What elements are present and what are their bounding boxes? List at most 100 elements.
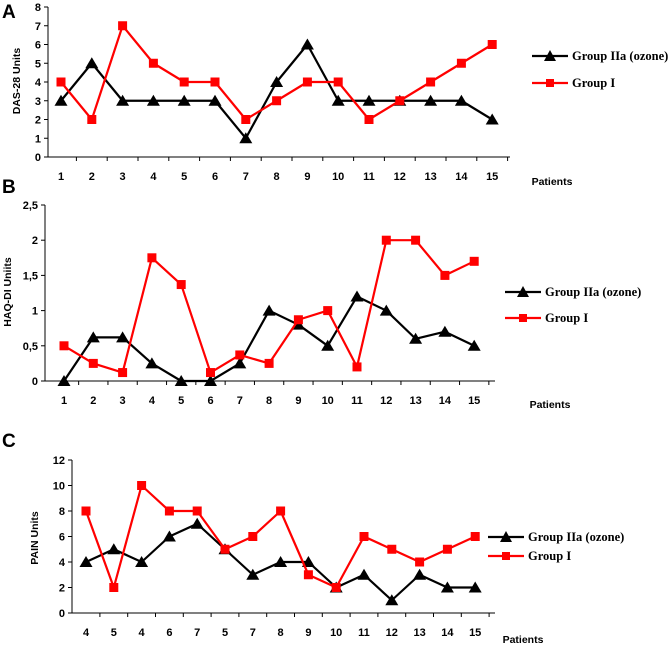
panel-a: A DAS-28 Units Patients Group IIa (ozone… [2, 2, 668, 188]
panel-b-plot: 00,511,522,51 2 3 4 5 6 7 8 9 10 11 12 13 14 15 [23, 200, 495, 407]
panel-c-legend-label-group1: Group I [528, 549, 571, 563]
panel-c-point-group1 [303, 570, 313, 580]
panel-b-y-tick-label: 0 [32, 376, 38, 388]
panel-a-point-ozone [300, 38, 314, 50]
panel-b-point-ozone [409, 332, 423, 344]
panel-a-x-tick-label: 8 [274, 171, 280, 183]
panel-c-point-group1 [109, 583, 119, 592]
panel-b-point-group1 [352, 362, 362, 372]
panel-a-x-tick-label: 7 [243, 171, 249, 183]
panel-c-point-ozone [107, 543, 121, 555]
panel-a-y-tick-label: 7 [35, 21, 41, 33]
panel-c-point-group1 [470, 532, 480, 541]
panel-b-y-tick-label: 2,5 [23, 200, 38, 212]
panel-b-x-tick-label: 1 [61, 395, 67, 407]
panel-a-point-ozone [116, 94, 130, 106]
panel-c-point-group1 [387, 544, 397, 554]
panel-a-legend-marker-ozone [544, 50, 556, 61]
panel-b-point-group1 [176, 280, 186, 290]
panel-a-x-tick-label: 10 [332, 171, 344, 183]
panel-c-point-ozone [190, 517, 204, 529]
panel-b-point-group1 [469, 256, 479, 266]
panel-c-plot: 0 2 4 6 8 10 12 4 5 4 6 7 5 7 8 9 10 11 12 13 14 15 [53, 455, 495, 639]
panel-c-x-tick-label: 11 [358, 627, 370, 639]
panel-a-legend-label-ozone: Group IIa (ozone) [572, 49, 668, 63]
panel-b-x-tick-label: 6 [207, 395, 213, 407]
panel-b-point-group1 [59, 341, 69, 351]
panel-c-point-ozone [162, 530, 176, 542]
panel-b-legend-label-group1: Group I [545, 311, 588, 325]
panel-c-x-tick-label: 4 [83, 627, 90, 639]
panel-c-point-ozone [246, 568, 260, 580]
panel-a-x-tick-label: 5 [181, 171, 187, 183]
panel-a-legend-label-group1: Group I [572, 76, 615, 90]
panel-b-legend-marker-ozone [517, 286, 529, 297]
panel-c-y-tick-label: 0 [59, 608, 65, 620]
panel-a-point-ozone [85, 57, 99, 69]
panel-b-point-ozone [204, 375, 217, 386]
panel-c-point-group1 [331, 583, 341, 592]
panel-c-point-ozone [135, 556, 149, 567]
panel-c-point-ozone [440, 581, 454, 593]
panel-a-point-ozone [424, 94, 438, 106]
panel-b-point-ozone [174, 375, 188, 386]
panel-b-point-ozone [262, 304, 276, 316]
panel-c-letter: C [2, 431, 16, 452]
panel-b-point-group1 [440, 270, 450, 280]
panel-b-x-axis-title: Patients [530, 399, 571, 411]
panel-c-x-tick-label: 10 [330, 627, 342, 639]
panel-a-legend-marker-group1 [546, 79, 554, 87]
panel-b: B HAQ-DI Uniits Patients Group IIa (ozon… [2, 177, 641, 411]
panel-a-point-ozone [362, 94, 376, 106]
panel-a-point-ozone [454, 94, 468, 106]
panel-c: C PAIN Units Patients Group IIa (ozone) … [2, 431, 624, 646]
panel-a-x-tick-label: 2 [89, 171, 95, 183]
panel-b-x-tick-label: 12 [380, 395, 392, 407]
panel-a-x-tick-label: 13 [424, 171, 436, 183]
panel-b-x-tick-label: 13 [409, 395, 421, 407]
panel-b-x-tick-label: 8 [266, 395, 272, 407]
panel-a-y-tick-label: 2 [35, 115, 41, 127]
panel-c-x-axis-title: Patients [503, 634, 544, 646]
panel-a-y-tick-label: 0 [35, 152, 41, 164]
panel-c-x-tick-label: 6 [166, 627, 172, 639]
panel-c-x-tick-label: 5 [222, 627, 228, 639]
panel-b-x-tick-label: 7 [237, 395, 243, 407]
panel-a-point-group1 [456, 58, 466, 68]
panel-b-x-tick-label: 15 [468, 395, 480, 407]
panel-a-point-group1 [487, 40, 497, 49]
panel-a-x-tick-label: 4 [150, 171, 157, 183]
panel-a-y-tick-label: 1 [35, 133, 41, 145]
panel-b-point-group1 [206, 368, 215, 378]
panel-c-legend: Group IIa (ozone) Group I [488, 530, 624, 563]
panel-a-x-tick-label: 6 [212, 171, 218, 183]
panel-a-point-ozone [270, 76, 284, 87]
panel-a-point-group1 [118, 21, 128, 31]
panel-a-point-group1 [364, 115, 374, 124]
panel-a-point-group1 [179, 77, 189, 87]
panel-c-x-tick-label: 5 [111, 627, 117, 639]
panel-c-point-group1 [137, 481, 147, 490]
panel-b-x-tick-label: 11 [351, 395, 363, 407]
panel-a-point-ozone [177, 94, 191, 106]
panel-b-x-tick-label: 5 [178, 395, 184, 407]
panel-a-point-ozone [485, 113, 499, 125]
panel-a-x-tick-label: 14 [455, 171, 468, 183]
panel-c-point-group1 [359, 532, 369, 541]
panel-c-point-ozone [413, 568, 427, 580]
panel-b-point-ozone [321, 339, 335, 351]
panel-b-point-group1 [147, 253, 157, 263]
panel-b-point-ozone [57, 375, 71, 386]
panel-a-x-tick-label: 1 [58, 171, 64, 183]
panel-a-point-ozone [208, 94, 222, 106]
panel-b-point-ozone [116, 331, 130, 343]
panel-c-point-ozone [79, 556, 93, 567]
panel-a-point-group1 [426, 77, 436, 87]
panel-a-y-tick-label: 6 [35, 40, 41, 52]
panel-c-series-line-group1 [84, 484, 476, 589]
panel-a-point-group1 [395, 96, 405, 106]
panel-b-y-tick-label: 0,5 [23, 341, 38, 353]
panel-a-point-group1 [333, 77, 343, 87]
